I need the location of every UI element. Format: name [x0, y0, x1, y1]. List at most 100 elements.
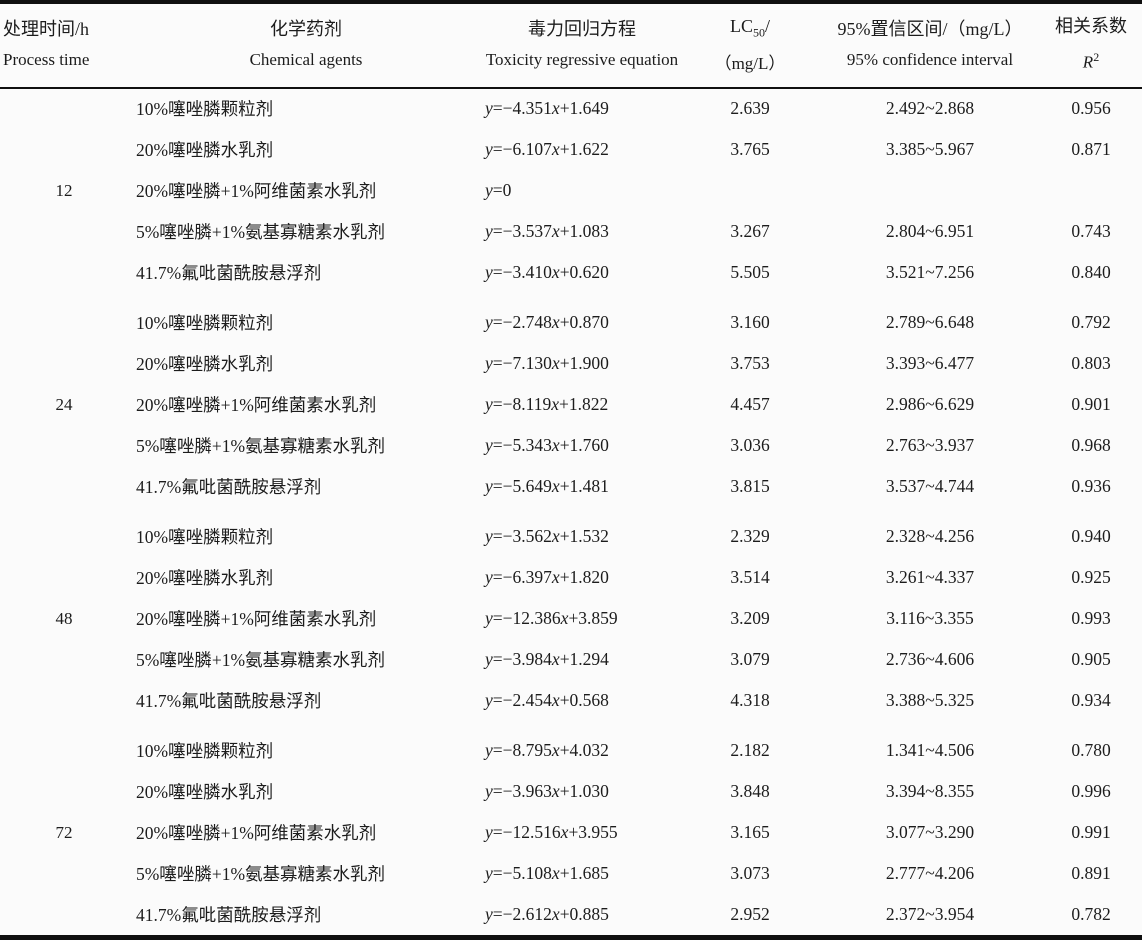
chemical-cell: 10%噻唑膦颗粒剂 — [136, 313, 274, 334]
confidence-interval-cell: 3.077~3.290 — [885, 822, 975, 843]
confidence-interval-cell: 2.328~4.256 — [885, 526, 975, 547]
r-superscript: 2 — [1093, 50, 1100, 65]
r-squared-cell — [1040, 170, 1142, 211]
table-row: 48 10%噻唑膦颗粒剂 y=−3.562x+1.532 2.329 2.328~4.2… — [0, 507, 1142, 627]
equation-cell: y=−5.108x+1.685 — [485, 862, 609, 883]
equation-cell: y=−12.386x+3.859 — [485, 608, 618, 629]
confidence-interval-cell: 3.521~7.256 — [885, 261, 975, 282]
lc50-cell: 2.952 — [730, 903, 770, 924]
table-row: 12 10%噻唑膦颗粒剂 y=−4.351x+1.649 2.639 2.492~2.8… — [0, 88, 1142, 199]
table-row: 5%噻唑膦+1%氨基寡糖素水乳剂 y=−3.537x+1.083 3.267 2.80… — [0, 211, 1142, 252]
header-chemical-agents-zh: 化学药剂 — [270, 19, 342, 40]
equation-cell: y=0 — [485, 180, 512, 201]
time-group: 24 10%噻唑膦颗粒剂 y=−2.748x+0.870 3.160 2.789~6.6… — [0, 293, 1142, 507]
table-row: 24 10%噻唑膦颗粒剂 y=−2.748x+0.870 3.160 2.789~6.6… — [0, 293, 1142, 413]
confidence-interval-cell: 2.492~2.868 — [885, 98, 975, 119]
confidence-interval-cell: 1.341~4.506 — [885, 740, 975, 761]
chemical-cell: 5%噻唑膦+1%氨基寡糖素水乳剂 — [136, 221, 386, 242]
chemical-cell: 41.7%氟吡菌酰胺悬浮剂 — [136, 262, 322, 283]
r-squared-cell: 0.792 — [1071, 312, 1111, 333]
lc50-cell: 4.318 — [730, 689, 770, 710]
lc50-prefix: LC — [729, 16, 753, 36]
confidence-interval-cell: 3.116~3.355 — [886, 608, 974, 629]
equation-cell: y=−4.351x+1.649 — [485, 98, 609, 119]
header-equation-zh: 毒力回归方程 — [528, 19, 636, 40]
equation-cell: y=−3.537x+1.083 — [485, 220, 609, 241]
table-row: 5%噻唑膦+1%氨基寡糖素水乳剂 y=−3.984x+1.294 3.079 2.73… — [0, 639, 1142, 680]
table-row: 72 10%噻唑膦颗粒剂 y=−8.795x+4.032 2.182 1.341~4.5… — [0, 721, 1142, 841]
chemical-cell: 10%噻唑膦颗粒剂 — [136, 741, 274, 762]
chemical-cell: 5%噻唑膦+1%氨基寡糖素水乳剂 — [136, 863, 386, 884]
header-lc50-unit: （mg/L） — [714, 53, 786, 73]
chemical-cell: 20%噻唑膦+1%阿维菌素水乳剂 — [136, 609, 377, 630]
time-group: 48 10%噻唑膦颗粒剂 y=−3.562x+1.532 2.329 2.328~4.2… — [0, 507, 1142, 721]
r-squared-cell: 0.968 — [1071, 434, 1111, 455]
lc50-cell: 3.753 — [730, 353, 770, 374]
chemical-cell: 41.7%氟吡菌酰胺悬浮剂 — [136, 904, 322, 925]
confidence-interval-cell: 3.393~6.477 — [885, 353, 975, 374]
time-cell: 48 — [55, 608, 73, 628]
header-confidence-interval: 95%置信区间/（mg/L） 95% confidence interval — [820, 2, 1040, 89]
lc50-cell: 3.073 — [730, 862, 770, 883]
chemical-cell: 20%噻唑膦+1%阿维菌素水乳剂 — [136, 395, 377, 416]
lc50-cell: 3.036 — [730, 434, 770, 455]
header-process-time-en: Process time — [3, 50, 90, 70]
lc50-cell: 2.639 — [730, 98, 770, 119]
equation-cell: y=−3.984x+1.294 — [485, 648, 609, 669]
header-correlation-zh: 相关系数 — [1055, 16, 1127, 37]
table-row: 41.7%氟吡菌酰胺悬浮剂 y=−2.612x+0.885 2.952 2.372~3… — [0, 894, 1142, 937]
time-group: 72 10%噻唑膦颗粒剂 y=−8.795x+4.032 2.182 1.341~4.5… — [0, 721, 1142, 937]
lc50-cell: 3.079 — [730, 648, 770, 669]
r-squared-cell: 0.840 — [1071, 261, 1111, 282]
r-squared-cell: 0.956 — [1071, 98, 1111, 119]
equation-cell: y=−7.130x+1.900 — [485, 353, 609, 374]
chemical-cell: 10%噻唑膦颗粒剂 — [136, 99, 274, 120]
chemical-cell: 20%噻唑膦水乳剂 — [136, 354, 274, 375]
header-row: 处理时间/h Process time 化学药剂 Chemical agents… — [0, 2, 1142, 89]
chemical-cell: 5%噻唑膦+1%氨基寡糖素水乳剂 — [136, 435, 386, 456]
confidence-interval-cell: 2.372~3.954 — [885, 903, 975, 924]
header-ci-zh: 95%置信区间/（mg/L） — [837, 19, 1023, 40]
header-lc50: LC50/ （mg/L） — [680, 2, 820, 89]
lc50-suffix: / — [765, 16, 771, 36]
r-squared-cell: 0.780 — [1071, 740, 1111, 761]
equation-cell: y=−12.516x+3.955 — [485, 822, 618, 843]
table-row: 20%噻唑膦+1%阿维菌素水乳剂 y=−8.119x+1.822 4.457 2.98… — [0, 384, 1142, 425]
time-cell: 24 — [55, 394, 73, 414]
chemical-cell: 5%噻唑膦+1%氨基寡糖素水乳剂 — [136, 649, 386, 670]
equation-cell: y=−6.107x+1.622 — [485, 139, 609, 160]
header-process-time-zh: 处理时间/h — [3, 19, 90, 40]
table-row: 20%噻唑膦水乳剂 y=−7.130x+1.900 3.753 3.393~6.477… — [0, 343, 1142, 384]
time-group: 12 10%噻唑膦颗粒剂 y=−4.351x+1.649 2.639 2.492~2.8… — [0, 88, 1142, 293]
table-row: 41.7%氟吡菌酰胺悬浮剂 y=−3.410x+0.620 5.505 3.521~7… — [0, 252, 1142, 293]
r-squared-cell: 0.901 — [1071, 394, 1111, 415]
table-row: 41.7%氟吡菌酰胺悬浮剂 y=−2.454x+0.568 4.318 3.388~5… — [0, 680, 1142, 721]
header-equation-en: Toxicity regressive equation — [485, 50, 679, 70]
header-chemical-agents: 化学药剂 Chemical agents — [128, 2, 484, 89]
equation-cell: y=−5.649x+1.481 — [485, 475, 609, 496]
equation-cell: y=−2.454x+0.568 — [485, 689, 609, 710]
header-lc50-line1: LC50/ — [680, 10, 820, 49]
equation-cell: y=−2.612x+0.885 — [485, 903, 609, 924]
chemical-cell: 20%噻唑膦+1%阿维菌素水乳剂 — [136, 823, 377, 844]
lc50-cell — [680, 170, 820, 211]
r-squared-cell: 0.940 — [1071, 526, 1111, 547]
confidence-interval-cell: 2.789~6.648 — [885, 312, 975, 333]
time-cell: 12 — [55, 180, 73, 200]
r-base: R — [1082, 53, 1094, 73]
header-equation: 毒力回归方程 Toxicity regressive equation — [484, 2, 680, 89]
chemical-cell: 41.7%氟吡菌酰胺悬浮剂 — [136, 690, 322, 711]
chemical-cell: 20%噻唑膦水乳剂 — [136, 140, 274, 161]
header-correlation: 相关系数 R2 — [1040, 2, 1142, 89]
lc50-cell: 5.505 — [730, 261, 770, 282]
confidence-interval-cell — [820, 170, 1040, 211]
table-row: 20%噻唑膦水乳剂 y=−3.963x+1.030 3.848 3.394~8.355… — [0, 771, 1142, 812]
r-squared-cell: 0.803 — [1071, 353, 1111, 374]
lc50-cell: 3.160 — [730, 312, 770, 333]
header-r-squared: R2 — [1040, 42, 1142, 78]
lc50-cell: 2.182 — [730, 740, 770, 761]
equation-cell: y=−5.343x+1.760 — [485, 434, 609, 455]
lc50-subscript: 50 — [753, 25, 765, 40]
lc50-cell: 3.765 — [730, 139, 770, 160]
r-squared-cell: 0.991 — [1071, 822, 1111, 843]
